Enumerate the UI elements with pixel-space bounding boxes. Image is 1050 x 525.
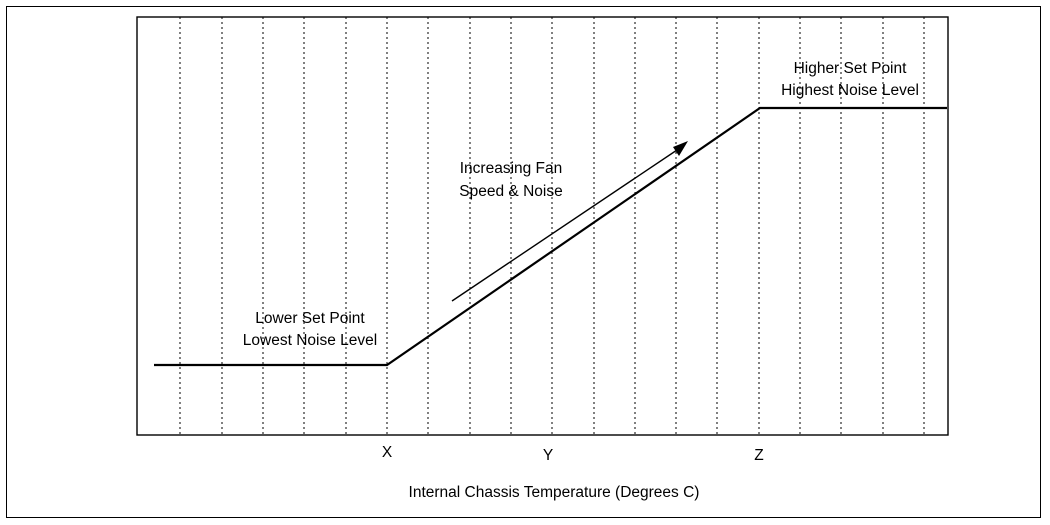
speed-noise-label: Speed & Noise xyxy=(459,183,562,200)
plot-area-border xyxy=(136,16,949,436)
figure-frame xyxy=(6,6,1041,518)
lowest-noise-level-label: Lowest Noise Level xyxy=(243,332,377,349)
higher-set-point-label: Higher Set Point xyxy=(794,60,908,77)
increase-arrow-shaft xyxy=(451,147,681,302)
highest-noise-level-label: Highest Noise Level xyxy=(781,82,919,99)
x-tick-label-x: X xyxy=(382,444,393,461)
x-tick-label-y: Y xyxy=(543,447,553,464)
x-axis-title: Internal Chassis Temperature (Degrees C) xyxy=(409,484,700,501)
increase-arrow-head xyxy=(673,141,688,156)
grid-lines xyxy=(179,17,925,435)
increasing-fan-label: Increasing Fan xyxy=(460,160,563,177)
x-tick-label-z: Z xyxy=(754,447,763,464)
lower-set-point-label: Lower Set Point xyxy=(255,310,365,327)
fan-speed-curve xyxy=(154,106,947,367)
